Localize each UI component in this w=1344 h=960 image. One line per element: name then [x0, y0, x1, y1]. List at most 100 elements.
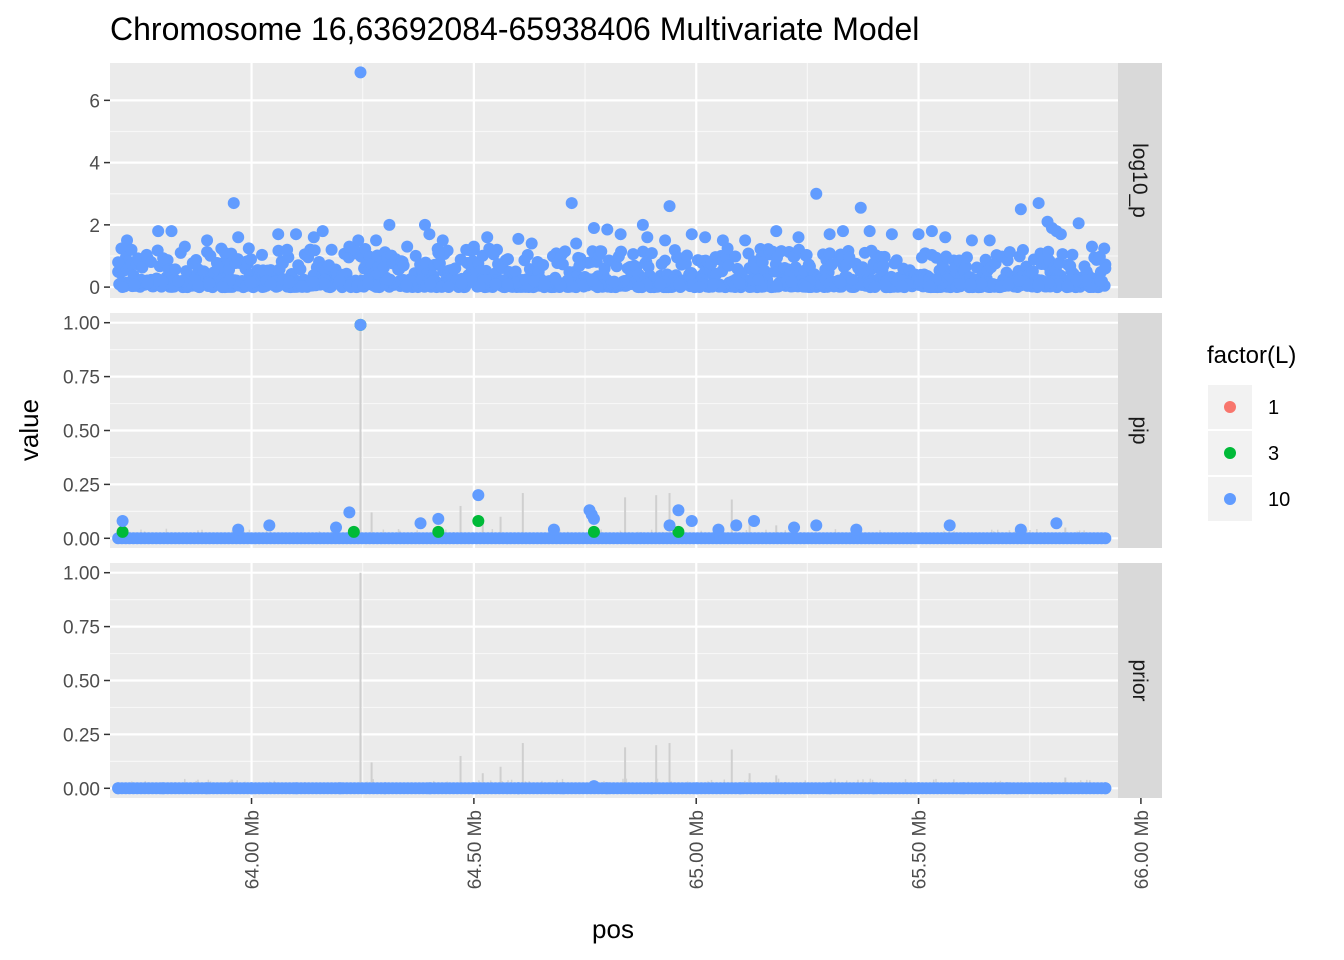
y-tick-label: 1.00 [63, 314, 100, 335]
data-point [1014, 523, 1027, 536]
data-point [121, 234, 134, 247]
data-point [547, 523, 560, 536]
data-point [245, 253, 258, 266]
data-point [354, 318, 367, 331]
data-point [587, 512, 600, 525]
series-10 [112, 66, 1112, 275]
data-point [615, 245, 628, 258]
data-point [381, 273, 394, 286]
data-point [658, 254, 671, 267]
data-point [587, 221, 600, 234]
data-point [1001, 782, 1014, 795]
data-point [281, 243, 294, 256]
data-point [925, 225, 938, 238]
data-point [378, 782, 391, 795]
data-point [863, 225, 876, 238]
data-point [964, 278, 977, 291]
data-point [352, 234, 365, 247]
data-point [690, 782, 703, 795]
data-point [264, 278, 277, 291]
facet-strip [1118, 313, 1162, 548]
data-point [449, 262, 462, 275]
data-point [383, 218, 396, 231]
data-point [116, 280, 129, 293]
data-point [912, 228, 925, 241]
data-point [785, 276, 798, 289]
data-point [294, 263, 307, 276]
y-tick-label: 0 [89, 278, 100, 299]
facet-panel-pip: 0.00 0.25 0.50 0.75 1.00 pip [63, 313, 1162, 550]
y-axis-title: value [14, 399, 44, 461]
data-point [441, 244, 454, 257]
data-point [834, 276, 847, 289]
facet-strip-label: pip [1128, 416, 1151, 444]
data-point [525, 237, 538, 250]
data-point [343, 506, 356, 519]
data-point [868, 782, 881, 795]
data-point [549, 273, 562, 286]
y-tick-label: 0.25 [63, 725, 100, 746]
data-point [770, 225, 783, 238]
data-point [636, 218, 649, 231]
data-point [263, 519, 276, 532]
data-point [680, 249, 693, 262]
x-tick-label: 64.50 Mb [465, 810, 486, 889]
data-point [846, 273, 859, 286]
data-point [610, 260, 623, 273]
data-point [178, 240, 191, 253]
y-tick-label: 4 [89, 154, 100, 175]
data-point [218, 246, 231, 259]
data-point [282, 276, 295, 289]
data-point [1080, 274, 1093, 287]
data-point [165, 225, 178, 238]
data-point [1050, 517, 1063, 530]
data-point [330, 521, 343, 534]
data-point [595, 245, 608, 258]
data-point [370, 234, 383, 247]
x-axis: 64.00 Mb 64.50 Mb 65.00 Mb 65.50 Mb 66.00 Mb [243, 798, 1153, 889]
data-point [1002, 277, 1015, 290]
facet-strip [1118, 63, 1162, 298]
y-tick-label: 0.50 [63, 672, 100, 693]
data-point [521, 249, 534, 262]
data-point [538, 278, 551, 291]
data-point [1013, 274, 1026, 287]
data-point [954, 278, 967, 291]
legend-label: 3 [1268, 443, 1279, 465]
data-point [190, 254, 203, 267]
y-tick-label: 0.50 [63, 422, 100, 443]
data-point [800, 248, 813, 261]
data-point [685, 228, 698, 241]
data-point [854, 201, 867, 214]
data-point [325, 243, 338, 256]
data-point [180, 265, 193, 278]
data-point [473, 280, 486, 293]
data-point [512, 782, 525, 795]
data-point [1099, 782, 1112, 795]
x-tick-label: 64.00 Mb [243, 810, 264, 889]
data-point [1066, 248, 1079, 261]
series-10 [112, 780, 1112, 795]
data-point [1054, 228, 1067, 241]
data-point [965, 234, 978, 247]
data-point [169, 263, 182, 276]
data-point [201, 234, 214, 247]
data-point [432, 512, 445, 525]
data-point [290, 782, 303, 795]
data-point [333, 274, 346, 287]
data-point [645, 782, 658, 795]
data-point [1045, 782, 1058, 795]
data-point [1042, 276, 1055, 289]
data-point [191, 279, 204, 292]
data-point [587, 780, 600, 793]
x-tick-label: 66.00 Mb [1132, 810, 1153, 889]
y-tick-label: 2 [89, 216, 100, 237]
data-point [537, 258, 550, 271]
data-point [729, 250, 742, 263]
data-point [983, 234, 996, 247]
data-point [641, 231, 654, 244]
data-point [730, 519, 743, 532]
data-point [712, 523, 725, 536]
y-tick-label: 0.25 [63, 475, 100, 496]
data-point [442, 281, 455, 294]
